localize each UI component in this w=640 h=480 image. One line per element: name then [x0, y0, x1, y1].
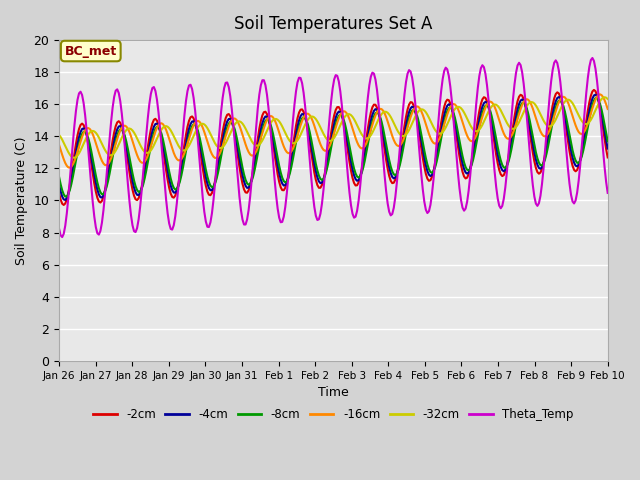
Line: -2cm: -2cm [59, 90, 608, 205]
-2cm [60, 202, 68, 208]
-4cm [575, 162, 582, 168]
-8cm [248, 178, 255, 184]
-8cm [55, 174, 63, 180]
-8cm [297, 119, 305, 125]
-32cm [297, 132, 305, 138]
-32cm [55, 132, 63, 138]
-2cm [297, 107, 305, 112]
-4cm [239, 172, 246, 178]
-16cm [575, 129, 582, 135]
Theta_Temp [589, 55, 596, 61]
Legend: -2cm, -4cm, -8cm, -16cm, -32cm, Theta_Temp: -2cm, -4cm, -8cm, -16cm, -32cm, Theta_Te… [88, 403, 579, 425]
-16cm [239, 132, 246, 138]
-32cm [601, 95, 609, 100]
-32cm [604, 96, 612, 102]
-2cm [124, 159, 132, 165]
Theta_Temp [604, 190, 612, 196]
Line: -16cm: -16cm [59, 95, 608, 168]
-8cm [124, 146, 132, 152]
-16cm [66, 165, 74, 170]
-4cm [297, 113, 305, 119]
Theta_Temp [248, 177, 255, 183]
-32cm [220, 143, 228, 148]
Theta_Temp [58, 234, 66, 240]
-16cm [596, 92, 604, 97]
-4cm [61, 197, 69, 203]
-8cm [61, 193, 69, 199]
-32cm [248, 138, 255, 144]
-8cm [239, 165, 246, 170]
Theta_Temp [124, 181, 132, 187]
-8cm [575, 160, 582, 166]
-2cm [220, 121, 228, 127]
-32cm [124, 126, 132, 132]
-2cm [55, 191, 63, 196]
Theta_Temp [239, 217, 246, 223]
-4cm [220, 130, 228, 135]
-2cm [604, 155, 612, 160]
-4cm [591, 92, 599, 97]
-8cm [220, 137, 228, 143]
-32cm [239, 121, 246, 127]
-2cm [575, 163, 582, 169]
-16cm [124, 126, 132, 132]
-32cm [575, 112, 582, 118]
-8cm [593, 95, 601, 101]
Y-axis label: Soil Temperature (C): Soil Temperature (C) [15, 136, 28, 264]
Title: Soil Temperatures Set A: Soil Temperatures Set A [234, 15, 433, 33]
Line: -4cm: -4cm [59, 95, 608, 200]
Line: -8cm: -8cm [59, 98, 608, 196]
-4cm [248, 177, 255, 183]
-16cm [604, 106, 612, 112]
Line: Theta_Temp: Theta_Temp [59, 58, 608, 237]
Line: -32cm: -32cm [59, 97, 608, 158]
-4cm [55, 182, 63, 188]
-16cm [248, 153, 255, 158]
X-axis label: Time: Time [318, 386, 349, 399]
-16cm [55, 142, 63, 148]
-32cm [70, 155, 78, 161]
Theta_Temp [297, 75, 305, 81]
-8cm [604, 138, 612, 144]
-2cm [239, 181, 246, 187]
Text: BC_met: BC_met [65, 45, 117, 58]
-4cm [124, 152, 132, 157]
Theta_Temp [575, 178, 582, 184]
-16cm [297, 122, 305, 128]
-4cm [604, 146, 612, 152]
Theta_Temp [220, 85, 228, 91]
-16cm [220, 138, 228, 144]
-2cm [590, 87, 598, 93]
Theta_Temp [55, 226, 63, 232]
-2cm [248, 175, 255, 181]
